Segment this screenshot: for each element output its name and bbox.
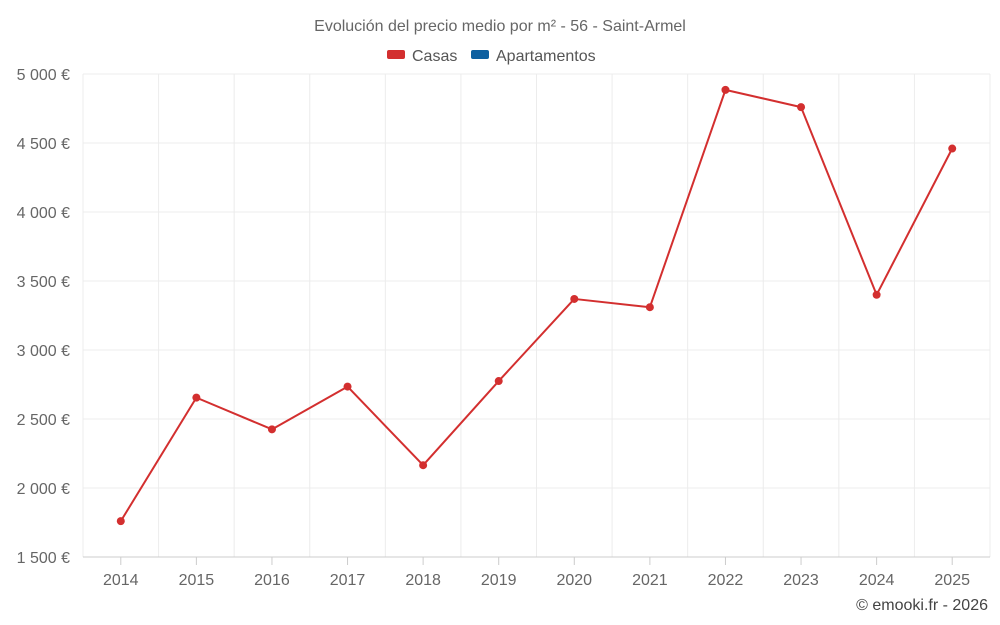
legend[interactable]: Casas Apartamentos bbox=[387, 48, 596, 65]
x-tick-label: 2016 bbox=[254, 572, 290, 589]
series-casas bbox=[116, 85, 957, 526]
legend-item-casas[interactable]: Casas bbox=[387, 48, 457, 65]
data-point-2018[interactable] bbox=[419, 461, 428, 470]
x-axis-ticks: 2014 2015 2016 2017 2018 2019 2020 2021 2022 2023… bbox=[103, 557, 970, 589]
x-tick-label: 2019 bbox=[481, 572, 517, 589]
y-tick-label: 4 500 € bbox=[17, 136, 70, 153]
grid bbox=[82, 73, 991, 558]
y-tick-label: 2 000 € bbox=[17, 481, 70, 498]
y-tick-label: 1 500 € bbox=[17, 550, 70, 567]
legend-label-apartamentos: Apartamentos bbox=[496, 48, 596, 65]
data-point-2020[interactable] bbox=[570, 294, 579, 303]
y-tick-label: 3 500 € bbox=[17, 274, 70, 291]
x-tick-label: 2018 bbox=[405, 572, 441, 589]
x-tick-label: 2014 bbox=[103, 572, 139, 589]
credit: © emooki.fr - 2026 bbox=[856, 597, 988, 614]
y-tick-label: 5 000 € bbox=[17, 67, 70, 84]
chart-title: Evolución del precio medio por m² - 56 -… bbox=[314, 18, 686, 35]
x-tick-label: 2017 bbox=[330, 572, 366, 589]
legend-label-casas: Casas bbox=[412, 48, 457, 65]
data-point-2023[interactable] bbox=[797, 103, 806, 112]
data-point-2015[interactable] bbox=[192, 393, 201, 402]
data-point-2019[interactable] bbox=[494, 377, 503, 386]
legend-item-apartamentos[interactable]: Apartamentos bbox=[471, 48, 596, 65]
y-tick-label: 4 000 € bbox=[17, 205, 70, 222]
legend-swatch-casas bbox=[387, 50, 405, 59]
y-axis-ticks: 1 500 € 2 000 € 2 500 € 3 000 € 3 500 € 4 000… bbox=[17, 67, 70, 567]
x-tick-label: 2021 bbox=[632, 572, 668, 589]
y-tick-label: 2 500 € bbox=[17, 412, 70, 429]
data-point-2016[interactable] bbox=[267, 425, 276, 434]
series-line-casas bbox=[119, 88, 954, 522]
x-tick-label: 2022 bbox=[708, 572, 744, 589]
data-point-2017[interactable] bbox=[343, 382, 352, 391]
data-point-2025[interactable] bbox=[948, 144, 957, 153]
x-tick-label: 2020 bbox=[556, 572, 592, 589]
legend-swatch-apartamentos bbox=[471, 50, 489, 59]
x-tick-label: 2015 bbox=[179, 572, 215, 589]
data-point-2021[interactable] bbox=[645, 303, 654, 312]
y-tick-label: 3 000 € bbox=[17, 343, 70, 360]
data-point-2022[interactable] bbox=[721, 85, 730, 94]
x-tick-label: 2023 bbox=[783, 572, 819, 589]
data-point-2014[interactable] bbox=[116, 517, 125, 526]
x-tick-label: 2024 bbox=[859, 572, 895, 589]
x-tick-label: 2025 bbox=[934, 572, 970, 589]
data-point-2024[interactable] bbox=[872, 290, 881, 299]
